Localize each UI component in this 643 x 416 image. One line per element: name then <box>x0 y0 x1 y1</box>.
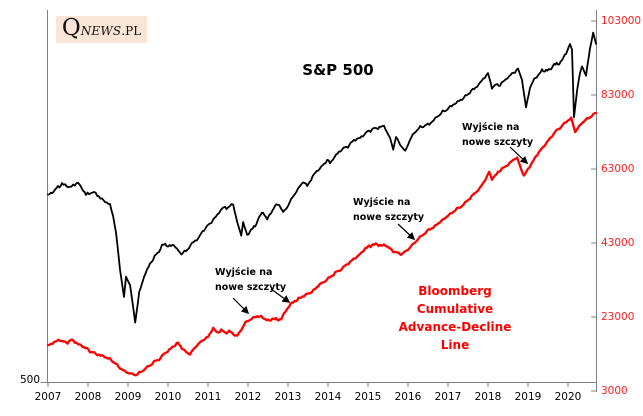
annotation-arrow <box>397 223 416 241</box>
annotation-new-highs-3: Wyjście na nowe szczyty <box>462 120 533 150</box>
annotation-new-highs-1: Wyjście na nowe szczyty <box>215 265 286 295</box>
series-label-adline: Bloomberg Cumulative Advance-Decline Lin… <box>384 282 526 354</box>
adline-line <box>46 111 598 377</box>
logo-pl: .PL <box>121 24 142 38</box>
series-label-line1: Bloomberg Cumulative <box>416 284 494 316</box>
annotation-line1: Wyjście na <box>215 267 273 278</box>
annotation-new-highs-2: Wyjście na nowe szczyty <box>353 195 424 225</box>
annotation-line1: Wyjście na <box>353 197 411 208</box>
annotation-arrow <box>232 297 250 315</box>
logo-news: NEWS <box>80 24 122 38</box>
annotation-line2: nowe szczyty <box>462 137 534 148</box>
logo-q: Q <box>61 15 81 41</box>
series-label-line2: Advance-Decline Line <box>398 320 512 352</box>
qnews-logo: Q NEWS .PL <box>56 16 147 43</box>
sp500-line <box>47 31 597 324</box>
annotation-line2: nowe szczyty <box>353 212 425 223</box>
chart-title: S&P 500 <box>302 61 374 79</box>
annotation-line2: nowe szczyty <box>215 282 287 293</box>
annotation-arrow <box>509 146 529 165</box>
annotation-arrow <box>270 288 291 303</box>
annotation-line1: Wyjście na <box>462 122 520 133</box>
